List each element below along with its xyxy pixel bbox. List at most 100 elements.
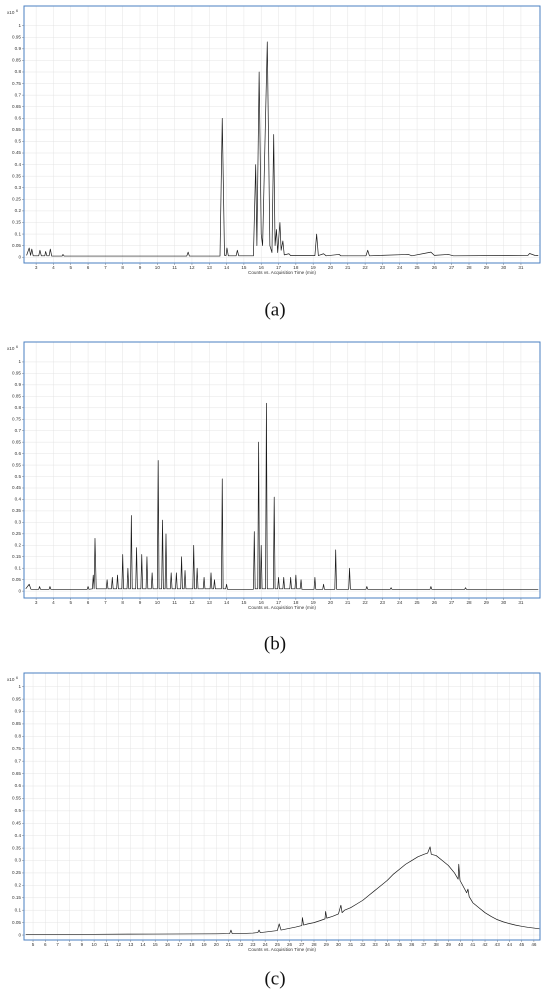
x-tick-label: 21 (345, 600, 351, 605)
x-tick-label: 29 (324, 942, 330, 947)
x-tick-label: 5 (69, 600, 72, 605)
x-tick-label: 23 (380, 600, 386, 605)
y-tick-label: 0.5 (15, 139, 22, 144)
x-tick-label: 12 (116, 942, 122, 947)
y-tick-label: 0 (18, 932, 21, 937)
y-tick-label: 0.55 (12, 796, 21, 801)
y-tick-label: 0.55 (12, 127, 21, 132)
y-tick-label: 0.4 (15, 162, 22, 167)
x-tick-label: 19 (311, 265, 317, 270)
y-tick-label: 0.1 (15, 907, 22, 912)
x-axis-label: Counts vs. Acquisition Time (min) (248, 270, 316, 275)
y-tick-label: 0.3 (15, 185, 22, 190)
x-tick-label: 37 (421, 942, 427, 947)
y-tick-label: 0.25 (12, 197, 21, 202)
x-tick-label: 10 (155, 600, 161, 605)
x-tick-label: 8 (121, 600, 124, 605)
x-tick-label: 27 (449, 265, 455, 270)
x-tick-label: 25 (275, 942, 281, 947)
plot-frame (23, 5, 541, 264)
x-tick-label: 26 (432, 265, 438, 270)
x-tick-label: 31 (518, 600, 524, 605)
y-tick-label: 0.1 (15, 231, 22, 236)
x-tick-label: 15 (241, 600, 247, 605)
x-tick-label: 27 (449, 600, 455, 605)
x-tick-label: 26 (432, 600, 438, 605)
x-tick-label: 30 (501, 265, 507, 270)
x-tick-label: 22 (363, 600, 369, 605)
x-tick-label: 13 (207, 265, 213, 270)
x-tick-label: 4 (52, 600, 55, 605)
y-tick-label: 0.9 (15, 46, 22, 51)
y-multiplier-exponent: 6 (16, 9, 18, 13)
x-tick-label: 6 (87, 265, 90, 270)
y-tick-label: 0.2 (15, 543, 22, 548)
x-tick-label: 10 (92, 942, 98, 947)
x-tick-label: 6 (87, 600, 90, 605)
y-tick-label: 0.8 (15, 734, 22, 739)
x-tick-label: 3 (35, 265, 38, 270)
x-tick-label: 12 (189, 265, 195, 270)
y-tick-label: 0.5 (15, 474, 22, 479)
x-tick-label: 3 (35, 600, 38, 605)
x-tick-label: 34 (385, 942, 391, 947)
x-tick-label: 29 (484, 600, 490, 605)
y-tick-label: 0.6 (15, 783, 22, 788)
y-tick-label: 0.65 (12, 104, 21, 109)
y-tick-label: 0.7 (15, 758, 22, 763)
x-tick-label: 16 (259, 265, 265, 270)
plot-background (24, 6, 540, 263)
x-tick-label: 42 (482, 942, 488, 947)
y-tick-label: 0.6 (15, 116, 22, 121)
x-tick-label: 26 (287, 942, 293, 947)
x-tick-label: 12 (189, 600, 195, 605)
y-tick-label: 0.8 (15, 405, 22, 410)
y-tick-label: 0 (18, 588, 21, 593)
x-tick-label: 24 (397, 600, 403, 605)
x-tick-label: 46 (531, 942, 537, 947)
x-tick-label: 13 (207, 600, 213, 605)
x-tick-label: 28 (311, 942, 317, 947)
y-tick-label: 0.45 (12, 820, 21, 825)
x-tick-label: 21 (345, 265, 351, 270)
y-tick-label: 0.05 (12, 243, 21, 248)
y-tick-label: 0.85 (12, 394, 21, 399)
x-tick-label: 19 (202, 942, 208, 947)
y-tick-label: 1 (18, 684, 21, 689)
x-tick-label: 11 (172, 600, 177, 605)
y-multiplier: x10 (7, 10, 15, 15)
y-tick-label: 0.35 (12, 173, 21, 178)
y-tick-label: 0.4 (15, 497, 22, 502)
y-tick-label: 0.35 (12, 508, 21, 513)
y-tick-label: 1 (18, 23, 21, 28)
y-tick-label: 0.2 (15, 208, 22, 213)
x-tick-label: 22 (238, 942, 244, 947)
x-tick-label: 8 (121, 265, 124, 270)
x-tick-label: 33 (373, 942, 379, 947)
y-tick-label: 0.75 (12, 746, 21, 751)
y-tick-label: 0.25 (12, 531, 21, 536)
x-tick-label: 30 (501, 600, 507, 605)
y-tick-label: 0.55 (12, 462, 21, 467)
y-tick-label: 1 (18, 359, 21, 364)
x-tick-label: 9 (139, 265, 142, 270)
x-tick-label: 29 (484, 265, 490, 270)
x-tick-label: 27 (299, 942, 305, 947)
y-tick-label: 0.75 (12, 416, 21, 421)
x-tick-label: 7 (104, 265, 107, 270)
y-tick-label: 0.65 (12, 439, 21, 444)
x-tick-label: 25 (414, 600, 420, 605)
x-tick-label: 40 (458, 942, 464, 947)
x-tick-label: 31 (518, 265, 524, 270)
y-tick-label: 0 (18, 254, 21, 259)
x-tick-label: 16 (165, 942, 171, 947)
x-tick-label: 23 (380, 265, 386, 270)
x-tick-label: 17 (276, 265, 282, 270)
y-tick-label: 0.2 (15, 883, 22, 888)
x-tick-label: 15 (153, 942, 159, 947)
y-tick-label: 0.1 (15, 565, 22, 570)
x-tick-label: 24 (397, 265, 403, 270)
y-tick-label: 0.9 (15, 382, 22, 387)
y-tick-label: 0.6 (15, 451, 22, 456)
